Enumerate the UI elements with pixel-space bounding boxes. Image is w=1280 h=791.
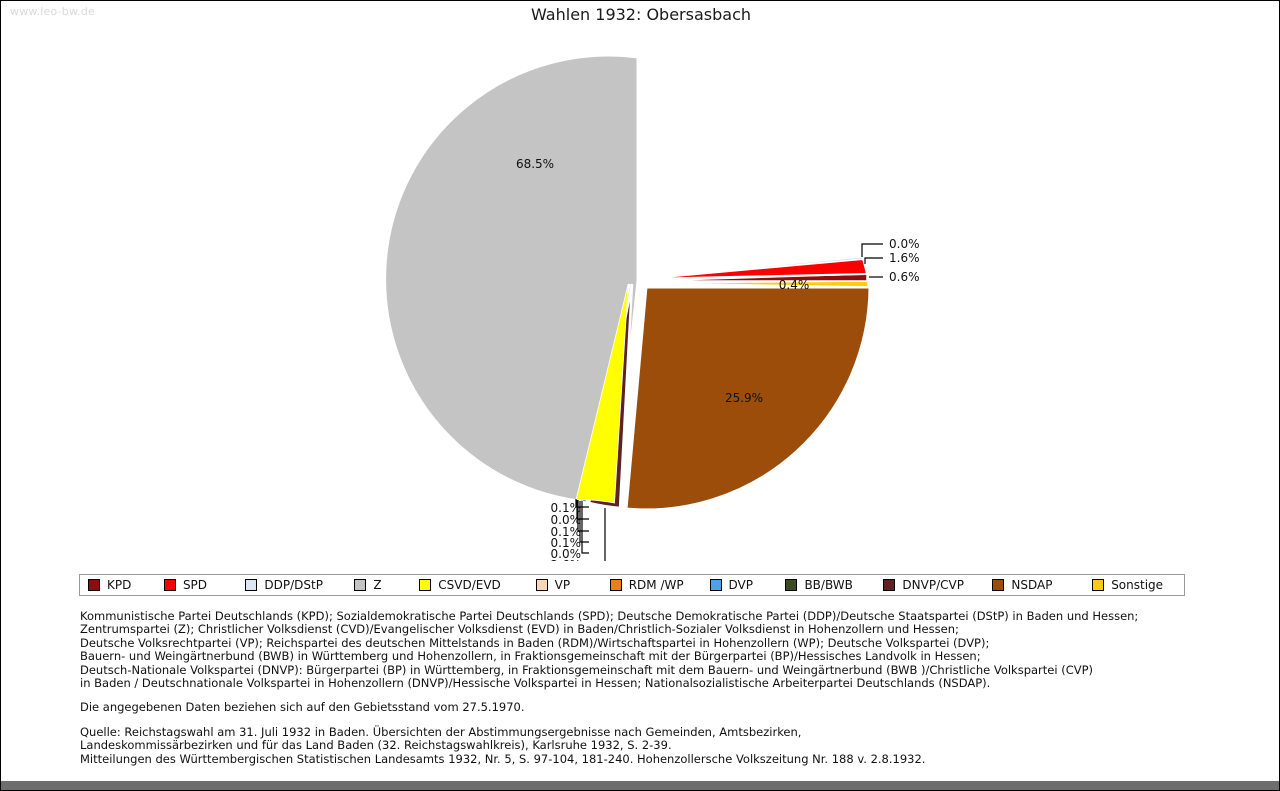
- page-title: Wahlen 1932: Obersasbach: [531, 5, 751, 24]
- legend-label: KPD: [107, 578, 132, 592]
- legend-label: DNVP/CVP: [902, 578, 964, 592]
- pie-slice-z[interactable]: [383, 53, 640, 505]
- slice-label-z: 68.5%: [516, 157, 554, 171]
- legend-swatch-icon: [163, 579, 176, 591]
- callout-label-spd: 1.6%: [889, 251, 920, 265]
- legend-swatch-icon: [245, 579, 258, 591]
- legend-label: SPD: [182, 578, 208, 592]
- legend-item-dvp[interactable]: DVP: [702, 575, 778, 595]
- pie-slice-ddp[interactable]: [640, 256, 864, 279]
- legend-item-kpd[interactable]: KPD: [80, 575, 156, 595]
- callout-label-bbbwb: 0.1%: [551, 536, 582, 550]
- callout-label-dnvp: 2.6%: [551, 558, 582, 561]
- legend-item-rdm-wp[interactable]: RDM /WP: [602, 575, 702, 595]
- slice-label-sonstige: 0.4%: [779, 278, 810, 292]
- legend-swatch-icon: [785, 579, 798, 591]
- legend-label: DDP/DStP: [264, 578, 323, 592]
- leader-line-dvp: [581, 501, 589, 554]
- leader-line-dnvp: [604, 508, 606, 561]
- pie-chart-svg: 68.5% 25.9% 0.4% 0.0% 1.6% 0.6% 0.1% 0.0…: [383, 53, 920, 561]
- legend-item-dnvp-cvp[interactable]: DNVP/CVP: [875, 575, 984, 595]
- slice-label-nsdap: 25.9%: [725, 391, 763, 405]
- pie-slice-nsdap[interactable]: [624, 285, 872, 512]
- note-line-source-2: Mitteilungen des Württembergischen Stati…: [80, 751, 926, 766]
- note-line-party-4: Deutsch-Nationale Volkspartei (DNVP): Bü…: [80, 662, 1094, 677]
- legend-swatch-icon: [992, 579, 1005, 591]
- note-line-source-0: Quelle: Reichstagswahl am 31. Juli 1932 …: [80, 724, 802, 739]
- chart-legend: KPD SPD DDP/DStP Z CSVD/EVD VP RDM /WP DVP BB/BW…: [79, 574, 1185, 596]
- note-block-source: Quelle: Reichstagswahl am 31. Juli 1932 …: [80, 724, 1240, 766]
- legend-item-csvd-evd[interactable]: CSVD/EVD: [411, 575, 527, 595]
- legend-swatch-icon: [88, 579, 100, 591]
- callout-label-kpd: 0.6%: [889, 270, 920, 284]
- note-line-party-0: Kommunistische Partei Deutschlands (KPD)…: [80, 609, 1139, 623]
- leader-line-ddp: [861, 243, 883, 257]
- legend-label: BB/BWB: [804, 578, 853, 592]
- legend-swatch-icon: [709, 579, 722, 591]
- watermark: www.leo-bw.de: [10, 5, 96, 18]
- footnotes: Kommunistische Partei Deutschlands (KPD)…: [80, 609, 1240, 777]
- legend-label: NSDAP: [1011, 578, 1053, 592]
- legend-label: RDM /WP: [628, 578, 684, 592]
- legend-swatch-icon: [883, 579, 896, 591]
- legend-item-vp[interactable]: VP: [528, 575, 602, 595]
- callout-label-rdmwp: 0.1%: [551, 525, 582, 539]
- leader-line-spd: [864, 257, 883, 264]
- note-line-party-2: Deutsche Volksrechtpartei (VP); Reichspa…: [80, 635, 990, 650]
- legend-swatch-icon: [535, 579, 548, 591]
- legend-swatch-icon: [1092, 579, 1105, 591]
- legend-item-nsdap[interactable]: NSDAP: [984, 575, 1084, 595]
- callout-label-csvd: 0.0%: [551, 513, 582, 527]
- leader-line-vp: [575, 499, 589, 508]
- callout-label-dvp: 0.0%: [551, 547, 582, 561]
- legend-swatch-icon: [419, 579, 432, 591]
- leader-line-bbbwb: [579, 501, 589, 543]
- note-block-gebietsstand: Die angegebenen Daten beziehen sich auf …: [80, 700, 1240, 715]
- note-line-party-3: Bauern- und Weingärtnerbund (BWB) in Wür…: [80, 649, 981, 664]
- legend-item-sonstige[interactable]: Sonstige: [1084, 575, 1184, 595]
- legend-item-z[interactable]: Z: [346, 575, 411, 595]
- callout-label-vp: 0.1%: [551, 501, 582, 515]
- bottom-strip: [1, 781, 1279, 790]
- legend-label: VP: [554, 578, 571, 592]
- legend-label: CSVD/EVD: [438, 578, 501, 592]
- legend-swatch-icon: [354, 579, 367, 591]
- legend-label: DVP: [728, 578, 753, 592]
- legend-swatch-icon: [609, 579, 622, 591]
- leader-line-csvd: [576, 500, 589, 520]
- pie-chart-area: 68.5% 25.9% 0.4% 0.0% 1.6% 0.6% 0.1% 0.0…: [1, 31, 1279, 561]
- pie-slice-sonstige[interactable]: [643, 280, 869, 288]
- leader-line-rdmwp: [577, 500, 589, 532]
- legend-label: Sonstige: [1111, 578, 1164, 592]
- note-line-gebietsstand: Die angegebenen Daten beziehen sich auf …: [80, 700, 525, 715]
- note-line-source-1: Landeskommissärbezirken und für das Land…: [80, 738, 672, 753]
- note-block-parties: Kommunistische Partei Deutschlands (KPD)…: [80, 609, 1240, 691]
- legend-item-spd[interactable]: SPD: [156, 575, 237, 595]
- note-line-party-5: in Baden / Deutschnationale Volkspartei …: [80, 676, 991, 691]
- legend-item-ddp-dstp[interactable]: DDP/DStP: [237, 575, 346, 595]
- callout-label-ddp: 0.0%: [889, 237, 920, 251]
- legend-label: Z: [373, 578, 382, 592]
- legend-item-bb-bwb[interactable]: BB/BWB: [777, 575, 875, 595]
- note-line-party-1: Zentrumspartei (Z); Christlicher Volksdi…: [80, 622, 959, 637]
